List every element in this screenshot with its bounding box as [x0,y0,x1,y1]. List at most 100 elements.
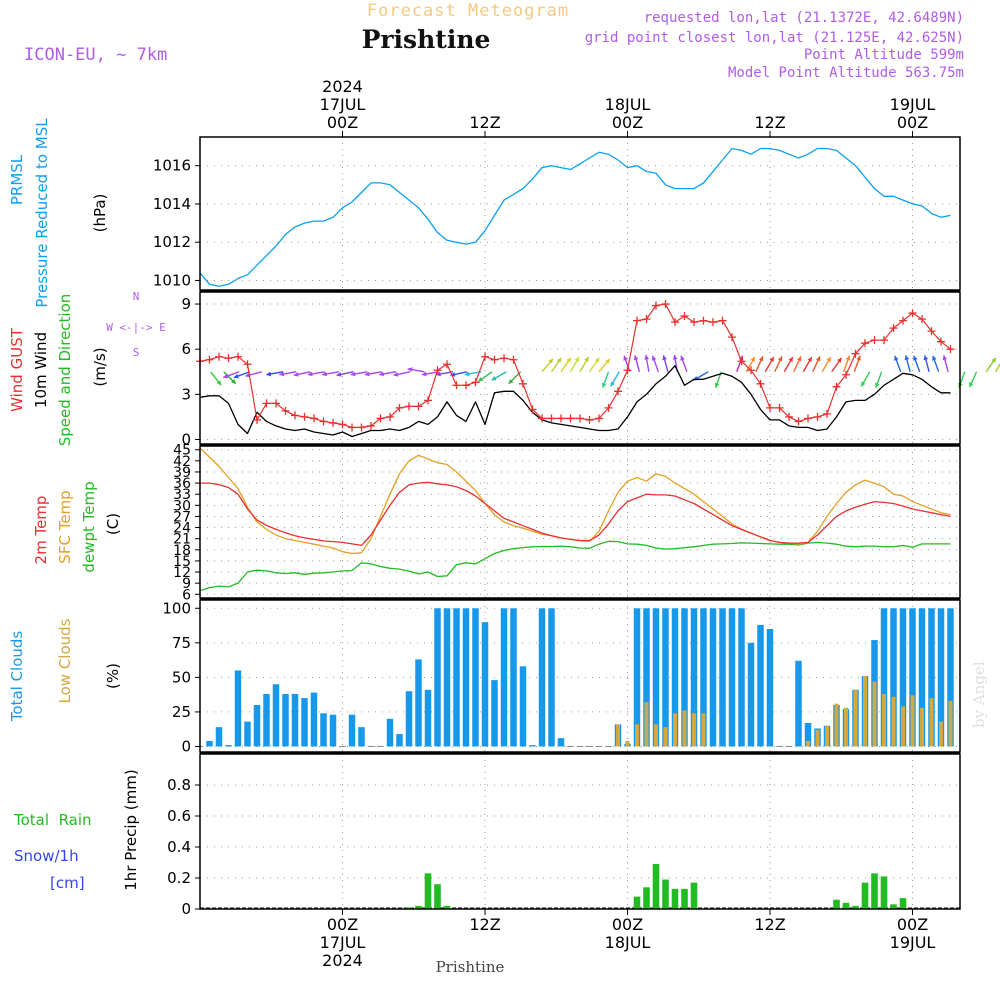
pressure-ytick-label: 1012 [153,233,191,251]
total-cloud-bar [291,693,299,747]
wind-arrow-head [894,355,899,361]
wind-gust-marker [870,336,879,345]
wind-gust-marker [699,316,708,325]
wind-arrow-head [680,355,685,361]
wind-arrow-head [777,356,783,362]
wind-direction-arrow [860,371,871,387]
temp-units: (C) [104,513,122,535]
wind-gust-marker [500,354,508,363]
wind-gust-marker [633,316,641,325]
wind-gust-marker [766,403,774,412]
wind-gust-marker [357,423,366,432]
wind-gust-marker [823,409,831,418]
total-cloud-bar [671,608,679,747]
wind-arrow-shaft [995,362,1000,373]
total-cloud-bar [415,659,422,747]
wind-gust-marker [946,345,955,354]
wind-arrow-head [913,355,918,361]
low-cloud-bar [682,710,687,747]
requested-coords: requested lon,lat (21.1372E, 42.6489N) [644,10,964,26]
total-cloud-bar [747,642,755,747]
wind-gust-marker [728,333,736,342]
pressure-ytick-label: 1016 [153,157,191,175]
wind-gust-marker [243,360,252,369]
wind-direction-arrow [223,371,237,385]
clouds-ytick-label: 25 [172,703,191,721]
wind-arrow-head [556,357,562,363]
total-cloud-bar [396,734,403,747]
total-cloud-bar [557,738,565,747]
low-cloud-bar [872,681,877,747]
top-time-label: 00Z [327,113,358,132]
low-cloud-bar [929,698,934,747]
wind-direction-arrow [364,371,382,377]
wind-gust-marker [528,405,537,414]
total-cloud-bar [918,608,926,747]
wind-gust-marker [842,370,850,379]
clouds-ytick-label: 50 [172,668,191,686]
wind-arrow-head [623,355,628,361]
clouds-ytick-label: 100 [162,599,191,617]
wind-arrow-head [491,375,497,381]
total-cloud-bar [728,608,736,747]
rain-bar [405,907,413,909]
temperature-ytick-label: 27 [173,509,191,525]
total-cloud-bar [633,608,641,747]
low-clouds-label: Low Clouds [56,618,74,703]
wind-direction-arrow [644,354,650,372]
wind-direction-arrow [579,356,590,373]
wind-arrow-head [750,357,755,363]
wind-gust-marker [756,379,765,388]
wind-gust-marker [671,318,679,327]
snow-label: Snow/1h [14,847,79,865]
temperature-ytick-label: 36 [173,476,191,492]
wind-gust-marker [405,402,413,411]
wind-gust-marker [775,403,784,412]
low-cloud-bar [616,724,620,747]
wind-gust-marker [908,309,917,318]
wind-arrow-head [464,371,470,377]
total-cloud-bar [500,608,508,747]
top-time-label: 12Z [469,113,500,132]
wind-gust-marker [452,381,461,390]
wind-gust-marker [348,423,356,432]
wind-gust-marker [414,402,423,411]
clouds-ytick-label: 0 [181,737,191,755]
total-cloud-bar [709,608,717,747]
low-cloud-bar [654,724,658,747]
model-point-altitude: Model Point Altitude 563.75m [728,65,964,81]
wind-ytick-label: 9 [181,295,191,313]
low-cloud-bar [635,724,639,747]
pressure-line [199,147,951,287]
model-label: ICON-EU, ~ 7km [24,45,167,65]
total-cloud-bar [272,684,280,747]
wind-gust-marker [880,336,888,345]
temp-dewpt-line [199,540,951,592]
wind-arrow-head [233,373,239,379]
wind-direction-arrow [853,355,861,373]
wind-arrow-head [714,382,720,388]
wind-direction-arrow [793,356,802,373]
wind-speed-line [199,365,951,438]
wind-arrow-head [594,357,600,363]
rain-bar [871,873,878,909]
wind-arrow-head [991,357,996,363]
temperature-ytick-label: 39 [173,465,191,481]
wind-arrow-head [307,371,313,377]
total-cloud-bar [662,608,669,747]
wind-gust-marker [737,357,746,366]
wind-arrow-head [266,371,272,377]
temperature-ytick-label: 21 [173,532,191,548]
wind-direction-arrow [477,371,493,383]
wind-units: (m/s) [91,347,109,386]
wind-arrow-head [393,372,399,377]
rain-bar [633,896,641,909]
wind-gust-marker [272,399,280,408]
bottom-time-label: 12Z [754,915,785,934]
wind-gust-marker [538,414,546,423]
rain-bar [652,864,660,909]
wind-gust-marker [566,414,575,423]
temperature-ytick-label: 30 [173,498,191,514]
wind-arrow-head [923,355,929,361]
wind-gust-marker [319,417,328,426]
